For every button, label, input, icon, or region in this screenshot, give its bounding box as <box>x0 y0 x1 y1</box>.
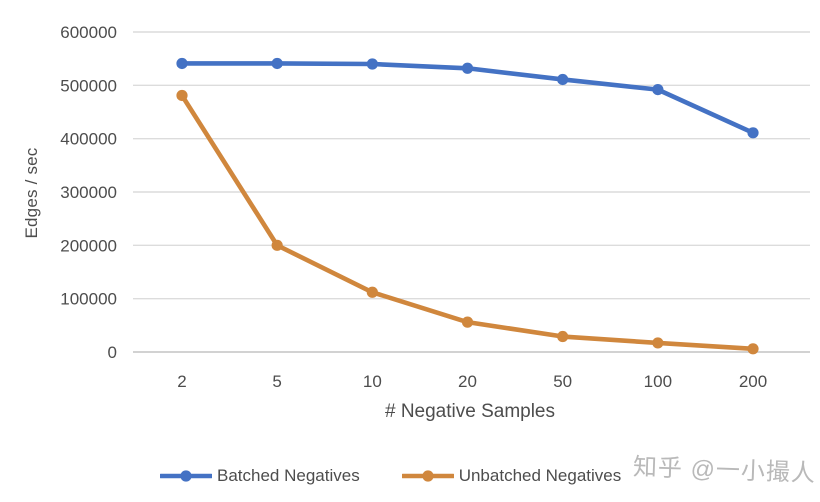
legend-item-batched-negatives: Batched Negatives <box>160 466 360 486</box>
data-point-unbatched-negatives <box>366 286 378 298</box>
x-tick-label: 5 <box>272 372 281 391</box>
legend-marker-batched-negatives <box>160 470 212 482</box>
data-point-unbatched-negatives <box>176 89 188 102</box>
y-tick-label: 0 <box>108 343 117 362</box>
data-point-batched-negatives <box>176 57 188 70</box>
x-tick-label: 100 <box>644 372 672 391</box>
data-point-unbatched-negatives <box>747 343 759 355</box>
data-point-batched-negatives <box>747 127 759 139</box>
legend-marker-unbatched-negatives <box>401 470 454 482</box>
series-line-unbatched-negatives <box>179 93 756 352</box>
x-tick-label: 50 <box>553 372 572 391</box>
data-point-unbatched-negatives <box>557 330 569 343</box>
legend-label-unbatched-negatives: Unbatched Negatives <box>458 466 622 485</box>
data-point-batched-negatives <box>366 58 378 70</box>
data-point-batched-negatives <box>271 57 283 70</box>
data-point-batched-negatives <box>557 73 569 86</box>
y-tick-label: 500000 <box>60 76 117 95</box>
legend-item-unbatched-negatives: Unbatched Negatives <box>401 466 622 486</box>
data-point-batched-negatives <box>461 62 474 74</box>
legend: Batched Negatives Unbatched Negatives <box>160 466 621 486</box>
y-tick-label: 600000 <box>60 23 117 42</box>
data-point-unbatched-negatives <box>271 239 283 251</box>
y-axis-title: Edges / sec <box>22 147 41 239</box>
x-tick-label: 200 <box>739 372 767 391</box>
y-tick-label: 300000 <box>60 183 117 202</box>
x-tick-label: 10 <box>363 372 382 391</box>
data-point-batched-negatives <box>652 84 664 96</box>
watermark: 知乎 @一小撮人 <box>632 453 817 488</box>
data-point-unbatched-negatives <box>652 337 664 349</box>
x-tick-label: 2 <box>177 372 186 391</box>
x-axis-title: # Negative Samples <box>384 401 556 422</box>
x-tick-label: 20 <box>458 372 477 391</box>
legend-label-batched-negatives: Batched Negatives <box>217 466 360 485</box>
y-tick-label: 400000 <box>60 130 117 149</box>
y-tick-label: 100000 <box>60 290 117 309</box>
y-tick-label: 200000 <box>60 236 117 255</box>
data-point-unbatched-negatives <box>461 316 474 328</box>
